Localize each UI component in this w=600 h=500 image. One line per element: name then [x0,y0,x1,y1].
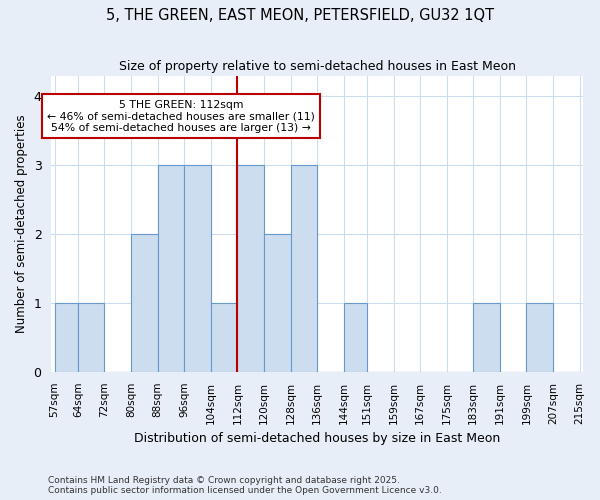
Bar [238,165,264,372]
Bar [264,234,290,372]
X-axis label: Distribution of semi-detached houses by size in East Meon: Distribution of semi-detached houses by … [134,432,500,445]
Text: 5, THE GREEN, EAST MEON, PETERSFIELD, GU32 1QT: 5, THE GREEN, EAST MEON, PETERSFIELD, GU… [106,8,494,22]
Bar [526,303,553,372]
Bar [55,303,78,372]
Text: Contains HM Land Registry data © Crown copyright and database right 2025.
Contai: Contains HM Land Registry data © Crown c… [48,476,442,495]
Bar [78,303,104,372]
Bar [344,303,367,372]
Bar [473,303,500,372]
Bar [290,165,317,372]
Text: 5 THE GREEN: 112sqm
← 46% of semi-detached houses are smaller (11)
54% of semi-d: 5 THE GREEN: 112sqm ← 46% of semi-detach… [47,100,315,133]
Y-axis label: Number of semi-detached properties: Number of semi-detached properties [15,114,28,333]
Title: Size of property relative to semi-detached houses in East Meon: Size of property relative to semi-detach… [119,60,515,73]
Bar [158,165,184,372]
Bar [184,165,211,372]
Bar [211,303,238,372]
Bar [131,234,158,372]
